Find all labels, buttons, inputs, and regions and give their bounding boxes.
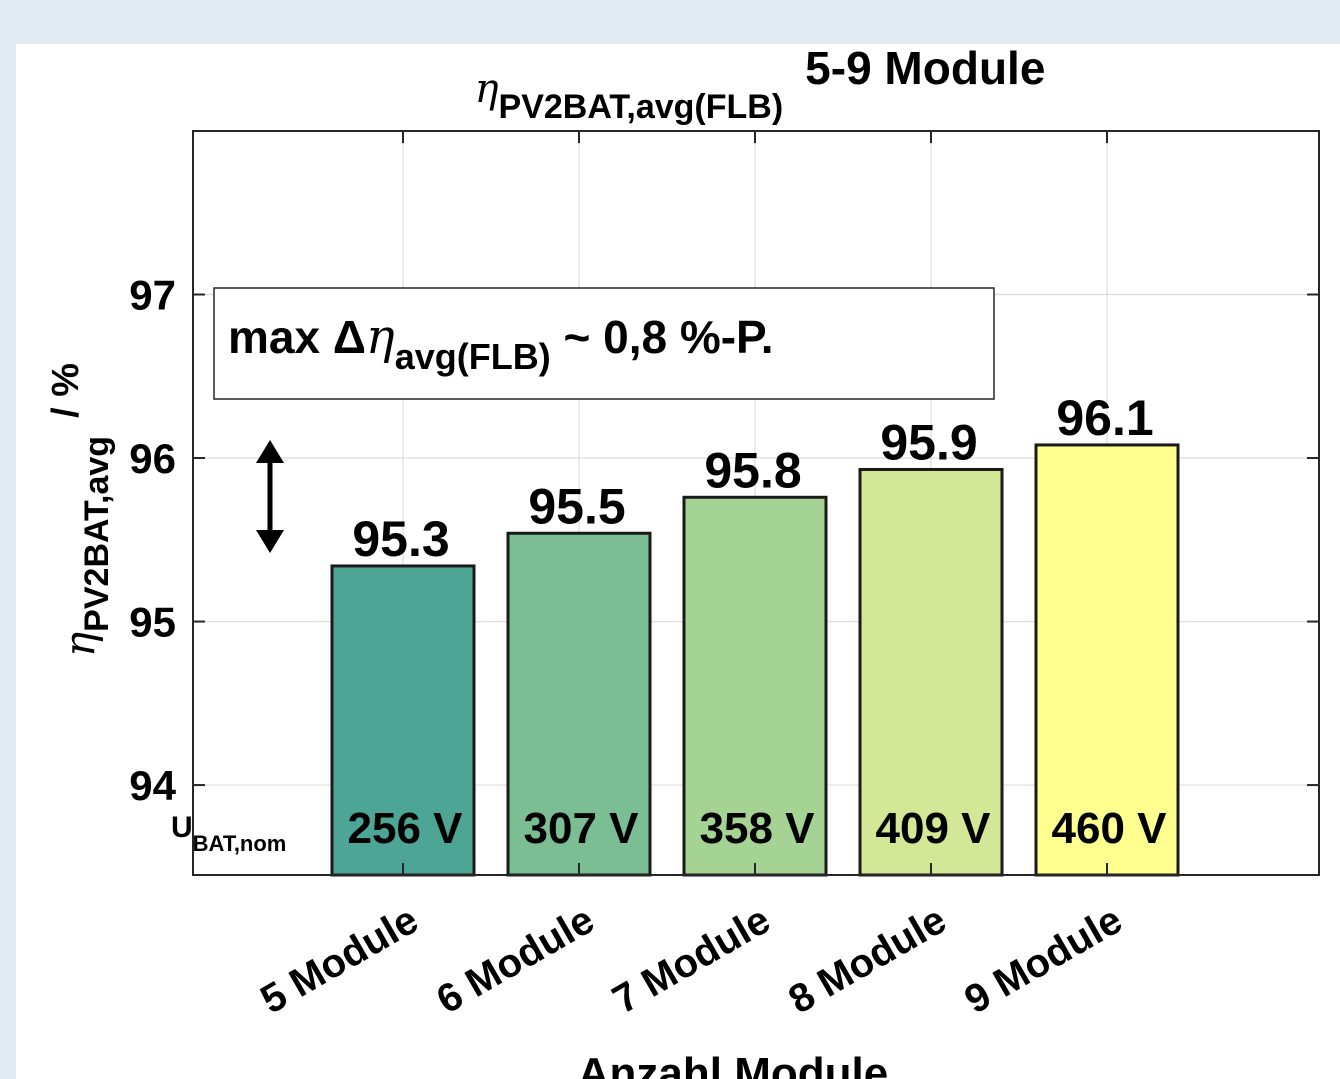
double-arrow-icon	[256, 440, 284, 553]
data-label-5: 96.1	[1056, 390, 1153, 446]
title-subscript: PV2BAT,avg(FLB)	[499, 88, 784, 126]
data-label-1: 95.3	[352, 511, 449, 567]
voltage-label-1: 256 V	[348, 804, 464, 853]
voltage-row-subscript: BAT,nom	[193, 831, 287, 856]
y-tick-label-97: 97	[129, 272, 176, 319]
bars-layer: 95.3 256 V 95.5 307 V 95.8 358 V 95.9 409 V 96.1…	[330, 390, 1180, 877]
title-symbol: η	[475, 66, 499, 112]
bar-1	[330, 564, 476, 877]
annotation-prefix: max Δ	[228, 311, 366, 363]
x-tick-label-2: 6 Module	[429, 898, 601, 1023]
annotation-subscript: avg(FLB)	[395, 336, 551, 377]
y-tick-layer: 94 95 96 97	[129, 272, 1319, 809]
chart-panel: ηPV2BAT,avg(FLB)5-9 Module 95.3 256 V 95.5…	[16, 44, 1340, 1079]
annotation-box	[213, 287, 995, 400]
voltage-label-4: 409 V	[876, 804, 992, 853]
ylabel-unit: / %	[45, 363, 87, 418]
voltage-label-3: 358 V	[700, 804, 816, 853]
x-axis-label: Anzahl Module	[578, 1049, 888, 1079]
ylabel-subscript: PV2BAT,avg	[78, 436, 116, 632]
chart-title: ηPV2BAT,avg(FLB) 5-9 Module	[475, 44, 1046, 126]
data-label-3: 95.8	[704, 442, 801, 498]
x-tick-label-1: 5 Module	[253, 898, 425, 1023]
x-tick-label-4: 8 Module	[781, 898, 953, 1023]
data-label-4: 95.9	[880, 414, 977, 470]
x-tick-label-5: 9 Module	[957, 898, 1129, 1023]
y-tick-label-95: 95	[129, 599, 176, 646]
voltage-label-5: 460 V	[1052, 804, 1168, 853]
title-suffix: 5-9 Module	[805, 44, 1045, 94]
ylabel-symbol: η	[55, 632, 104, 657]
voltage-row-symbol: U	[171, 811, 193, 844]
data-label-2: 95.5	[528, 478, 625, 534]
voltage-label-2: 307 V	[524, 804, 640, 853]
y-tick-label-96: 96	[129, 435, 176, 482]
annotation-text: max Δηavg(FLB) ~ 0,8 %-P.	[228, 309, 774, 377]
x-tick-label-3: 7 Module	[605, 898, 777, 1023]
y-axis-label: ηPV2BAT,avg / %	[45, 363, 116, 657]
annotation-suffix: ~ 0,8 %-P.	[551, 311, 774, 363]
y-tick-label-94: 94	[129, 762, 176, 809]
voltage-row-label: UBAT,nom	[171, 811, 286, 856]
annotation-symbol: η	[366, 309, 395, 365]
